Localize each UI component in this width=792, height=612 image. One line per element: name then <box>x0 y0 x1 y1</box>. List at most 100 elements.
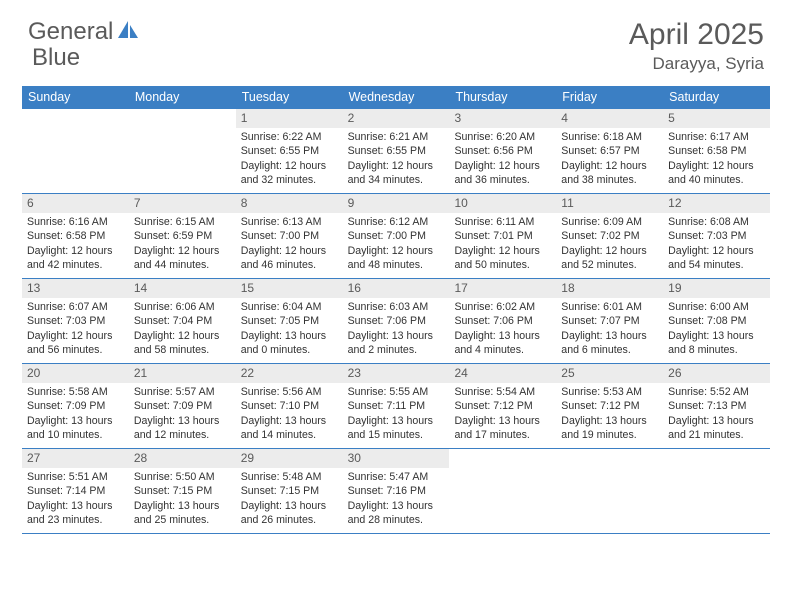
day-number: 20 <box>22 364 129 383</box>
day-number: 16 <box>343 279 450 298</box>
day-number: 26 <box>663 364 770 383</box>
day-number: 22 <box>236 364 343 383</box>
week-row: 20Sunrise: 5:58 AMSunset: 7:09 PMDayligh… <box>22 364 770 449</box>
day-cell: 10Sunrise: 6:11 AMSunset: 7:01 PMDayligh… <box>449 194 556 278</box>
day-body: Sunrise: 5:47 AMSunset: 7:16 PMDaylight:… <box>343 468 450 531</box>
day-cell: 26Sunrise: 5:52 AMSunset: 7:13 PMDayligh… <box>663 364 770 448</box>
logo-text: General <box>28 18 113 46</box>
day-body: Sunrise: 6:01 AMSunset: 7:07 PMDaylight:… <box>556 298 663 361</box>
day-body: Sunrise: 6:13 AMSunset: 7:00 PMDaylight:… <box>236 213 343 276</box>
day-cell: 11Sunrise: 6:09 AMSunset: 7:02 PMDayligh… <box>556 194 663 278</box>
weekday-header: Thursday <box>449 86 556 109</box>
calendar: SundayMondayTuesdayWednesdayThursdayFrid… <box>22 86 770 534</box>
week-row: 27Sunrise: 5:51 AMSunset: 7:14 PMDayligh… <box>22 449 770 534</box>
day-body: Sunrise: 5:50 AMSunset: 7:15 PMDaylight:… <box>129 468 236 531</box>
day-number: 3 <box>449 109 556 128</box>
day-body: Sunrise: 5:54 AMSunset: 7:12 PMDaylight:… <box>449 383 556 446</box>
day-cell: 21Sunrise: 5:57 AMSunset: 7:09 PMDayligh… <box>129 364 236 448</box>
day-body: Sunrise: 6:12 AMSunset: 7:00 PMDaylight:… <box>343 213 450 276</box>
day-body: Sunrise: 5:58 AMSunset: 7:09 PMDaylight:… <box>22 383 129 446</box>
weekday-header: Friday <box>556 86 663 109</box>
day-cell: 14Sunrise: 6:06 AMSunset: 7:04 PMDayligh… <box>129 279 236 363</box>
day-number: 7 <box>129 194 236 213</box>
day-cell: 13Sunrise: 6:07 AMSunset: 7:03 PMDayligh… <box>22 279 129 363</box>
day-number: 25 <box>556 364 663 383</box>
weekday-header: Tuesday <box>236 86 343 109</box>
day-body: Sunrise: 5:48 AMSunset: 7:15 PMDaylight:… <box>236 468 343 531</box>
day-cell: 12Sunrise: 6:08 AMSunset: 7:03 PMDayligh… <box>663 194 770 278</box>
day-number: 13 <box>22 279 129 298</box>
day-cell: 22Sunrise: 5:56 AMSunset: 7:10 PMDayligh… <box>236 364 343 448</box>
day-number: 1 <box>236 109 343 128</box>
day-body: Sunrise: 6:22 AMSunset: 6:55 PMDaylight:… <box>236 128 343 191</box>
weeks-container: ..1Sunrise: 6:22 AMSunset: 6:55 PMDaylig… <box>22 109 770 534</box>
day-number: 19 <box>663 279 770 298</box>
day-body: Sunrise: 6:20 AMSunset: 6:56 PMDaylight:… <box>449 128 556 191</box>
day-body: Sunrise: 6:04 AMSunset: 7:05 PMDaylight:… <box>236 298 343 361</box>
day-number: 27 <box>22 449 129 468</box>
day-body: Sunrise: 6:18 AMSunset: 6:57 PMDaylight:… <box>556 128 663 191</box>
day-cell: 3Sunrise: 6:20 AMSunset: 6:56 PMDaylight… <box>449 109 556 193</box>
day-number: 11 <box>556 194 663 213</box>
day-cell: 19Sunrise: 6:00 AMSunset: 7:08 PMDayligh… <box>663 279 770 363</box>
day-number: 30 <box>343 449 450 468</box>
day-cell: 5Sunrise: 6:17 AMSunset: 6:58 PMDaylight… <box>663 109 770 193</box>
day-body: Sunrise: 5:55 AMSunset: 7:11 PMDaylight:… <box>343 383 450 446</box>
day-cell: . <box>129 109 236 193</box>
logo-sail-icon <box>117 20 139 45</box>
day-cell: . <box>22 109 129 193</box>
day-cell: . <box>663 449 770 533</box>
day-body: Sunrise: 6:16 AMSunset: 6:58 PMDaylight:… <box>22 213 129 276</box>
day-body: Sunrise: 6:06 AMSunset: 7:04 PMDaylight:… <box>129 298 236 361</box>
day-body: Sunrise: 5:51 AMSunset: 7:14 PMDaylight:… <box>22 468 129 531</box>
day-body: Sunrise: 6:11 AMSunset: 7:01 PMDaylight:… <box>449 213 556 276</box>
weekday-header: Saturday <box>663 86 770 109</box>
day-number: 21 <box>129 364 236 383</box>
day-number: 10 <box>449 194 556 213</box>
month-title: April 2025 <box>629 18 764 52</box>
day-body: Sunrise: 5:53 AMSunset: 7:12 PMDaylight:… <box>556 383 663 446</box>
day-number: 17 <box>449 279 556 298</box>
logo-text-b: Blue <box>32 44 80 71</box>
day-number: 14 <box>129 279 236 298</box>
day-cell: . <box>556 449 663 533</box>
day-body: Sunrise: 5:52 AMSunset: 7:13 PMDaylight:… <box>663 383 770 446</box>
day-cell: 24Sunrise: 5:54 AMSunset: 7:12 PMDayligh… <box>449 364 556 448</box>
day-number: 5 <box>663 109 770 128</box>
day-cell: 15Sunrise: 6:04 AMSunset: 7:05 PMDayligh… <box>236 279 343 363</box>
day-number: 9 <box>343 194 450 213</box>
day-number: 24 <box>449 364 556 383</box>
day-cell: 18Sunrise: 6:01 AMSunset: 7:07 PMDayligh… <box>556 279 663 363</box>
weekday-header: Sunday <box>22 86 129 109</box>
day-body: Sunrise: 6:08 AMSunset: 7:03 PMDaylight:… <box>663 213 770 276</box>
day-number: 6 <box>22 194 129 213</box>
weekday-header-row: SundayMondayTuesdayWednesdayThursdayFrid… <box>22 86 770 109</box>
day-cell: 4Sunrise: 6:18 AMSunset: 6:57 PMDaylight… <box>556 109 663 193</box>
day-body: Sunrise: 5:57 AMSunset: 7:09 PMDaylight:… <box>129 383 236 446</box>
day-number: 12 <box>663 194 770 213</box>
day-number: 15 <box>236 279 343 298</box>
day-number: 4 <box>556 109 663 128</box>
day-body: Sunrise: 6:02 AMSunset: 7:06 PMDaylight:… <box>449 298 556 361</box>
weekday-header: Wednesday <box>343 86 450 109</box>
day-cell: 1Sunrise: 6:22 AMSunset: 6:55 PMDaylight… <box>236 109 343 193</box>
location-label: Darayya, Syria <box>629 54 764 74</box>
week-row: 13Sunrise: 6:07 AMSunset: 7:03 PMDayligh… <box>22 279 770 364</box>
day-body: Sunrise: 6:15 AMSunset: 6:59 PMDaylight:… <box>129 213 236 276</box>
day-cell: 9Sunrise: 6:12 AMSunset: 7:00 PMDaylight… <box>343 194 450 278</box>
day-number: 8 <box>236 194 343 213</box>
day-cell: 29Sunrise: 5:48 AMSunset: 7:15 PMDayligh… <box>236 449 343 533</box>
header: General Blue April 2025 Darayya, Syria <box>0 0 792 82</box>
weekday-header: Monday <box>129 86 236 109</box>
week-row: 6Sunrise: 6:16 AMSunset: 6:58 PMDaylight… <box>22 194 770 279</box>
day-number: 28 <box>129 449 236 468</box>
day-body: Sunrise: 6:21 AMSunset: 6:55 PMDaylight:… <box>343 128 450 191</box>
day-body: Sunrise: 6:03 AMSunset: 7:06 PMDaylight:… <box>343 298 450 361</box>
day-number: 23 <box>343 364 450 383</box>
logo-text-a: General <box>28 18 113 45</box>
day-number: 29 <box>236 449 343 468</box>
day-cell: 6Sunrise: 6:16 AMSunset: 6:58 PMDaylight… <box>22 194 129 278</box>
day-cell: 8Sunrise: 6:13 AMSunset: 7:00 PMDaylight… <box>236 194 343 278</box>
day-number: 2 <box>343 109 450 128</box>
day-cell: 2Sunrise: 6:21 AMSunset: 6:55 PMDaylight… <box>343 109 450 193</box>
